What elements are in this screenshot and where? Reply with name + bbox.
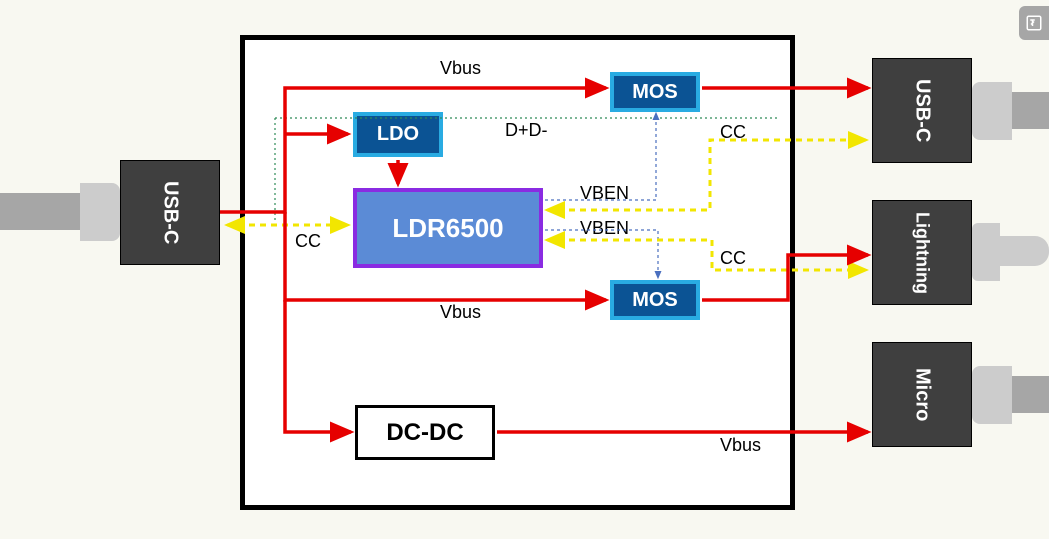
left-usb-c-text: USB-C <box>159 181 182 244</box>
right-usb-c-tip <box>972 82 1012 140</box>
left-usb-c-cable <box>0 193 80 230</box>
micro-cable <box>1012 376 1049 413</box>
dpd-label: D+D- <box>505 120 548 141</box>
micro-text: Micro <box>911 368 934 421</box>
micro-tip <box>972 366 1012 424</box>
dcdc-label: DC-DC <box>386 419 463 447</box>
mos2-label: MOS <box>632 289 678 312</box>
left-usb-c-label: USB-C <box>120 160 220 265</box>
translate-icon <box>1019 6 1049 40</box>
ldo-label: LDO <box>377 123 419 146</box>
lightning-text: Lightning <box>912 212 933 294</box>
ldr6500-label: LDR6500 <box>392 213 503 244</box>
chip-container <box>240 35 795 510</box>
lightning-cable <box>1000 236 1049 266</box>
lightning-tip <box>972 223 1000 281</box>
micro-label: Micro <box>872 342 972 447</box>
ldo-block: LDO <box>353 112 443 157</box>
vbus-top-label: Vbus <box>440 58 481 79</box>
right-usb-c-label: USB-C <box>872 58 972 163</box>
cc-br-label: CC <box>720 248 746 269</box>
vbus-bot-label: Vbus <box>720 435 761 456</box>
dcdc-block: DC-DC <box>355 405 495 460</box>
cc-left-label: CC <box>295 231 321 252</box>
right-usb-c-cable <box>1012 92 1049 129</box>
mos1-label: MOS <box>632 81 678 104</box>
lightning-label: Lightning <box>872 200 972 305</box>
ldr6500-block: LDR6500 <box>353 188 543 268</box>
mos1-block: MOS <box>610 72 700 112</box>
vben2-label: VBEN <box>580 218 629 239</box>
left-usb-c-tip <box>80 183 120 241</box>
vbus-mid-label: Vbus <box>440 302 481 323</box>
right-usb-c-text: USB-C <box>911 79 934 142</box>
mos2-block: MOS <box>610 280 700 320</box>
cc-tr-label: CC <box>720 122 746 143</box>
vben1-label: VBEN <box>580 183 629 204</box>
